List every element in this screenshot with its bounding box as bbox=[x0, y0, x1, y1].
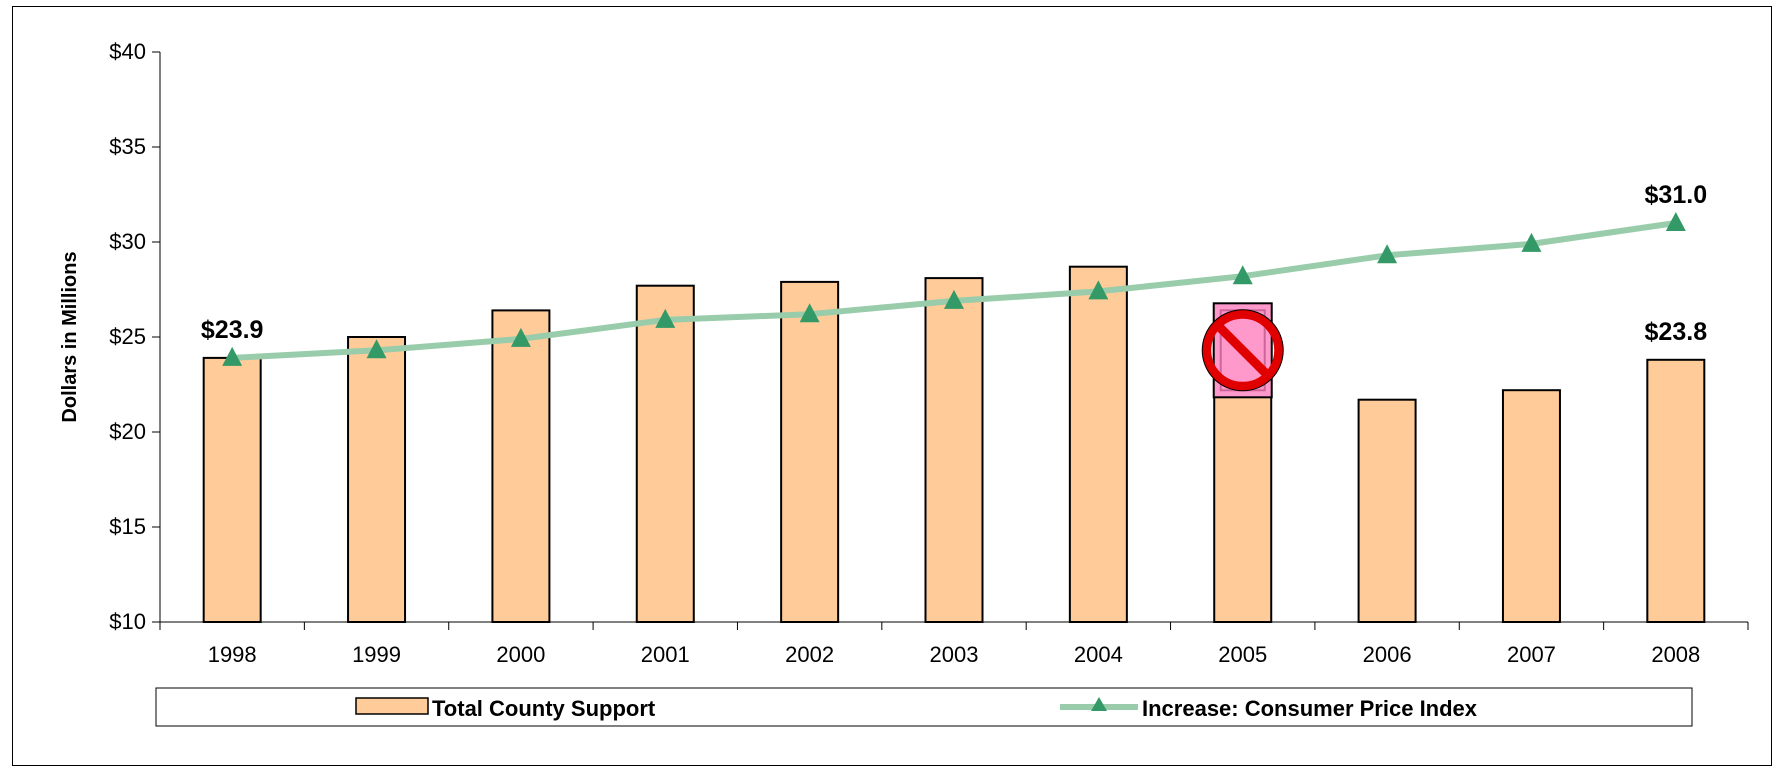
x-tick-label-1998: 1998 bbox=[208, 642, 257, 667]
x-tick-label-2006: 2006 bbox=[1363, 642, 1412, 667]
chart-frame bbox=[12, 6, 1772, 766]
x-tick-label-2007: 2007 bbox=[1507, 642, 1556, 667]
legend-label-total-county-support: Total County Support bbox=[432, 696, 656, 721]
no-symbol-ring bbox=[1202, 309, 1284, 391]
chart: $10 $15 $20 $25 $30 $35 $40 1998 1999 2000 2001 200… bbox=[59, 39, 1749, 727]
no-symbol-slash bbox=[1214, 322, 1271, 379]
y-tick-label: $15 bbox=[109, 514, 146, 539]
x-tick-label-2002: 2002 bbox=[785, 642, 834, 667]
y-axis-title: Dollars in Millions bbox=[59, 251, 81, 422]
legend: Total County Support Increase: Consumer … bbox=[155, 687, 1693, 727]
bar-2003 bbox=[924, 277, 984, 623]
x-tick-label-2004: 2004 bbox=[1074, 642, 1123, 667]
y-tick-label: $20 bbox=[109, 419, 146, 444]
x-tick-label-2008: 2008 bbox=[1651, 642, 1700, 667]
data-label-2008: $23.8 bbox=[1645, 318, 1708, 346]
cpi-marker-2001-triangle-icon bbox=[655, 308, 676, 328]
bar-2004 bbox=[1068, 265, 1128, 623]
bar-1999 bbox=[347, 336, 407, 623]
no-symbol-outline bbox=[1201, 309, 1284, 392]
bar-2001 bbox=[635, 284, 695, 623]
no-symbol-icon bbox=[1201, 302, 1284, 399]
cpi-marker-2005-triangle-icon bbox=[1232, 265, 1253, 285]
x-tick-label-2005: 2005 bbox=[1218, 642, 1267, 667]
legend-marker-triangle-icon bbox=[1091, 697, 1107, 711]
x-tick-label-2003: 2003 bbox=[930, 642, 979, 667]
cpi-marker-2008-triangle-icon bbox=[1665, 212, 1686, 231]
bar-2007 bbox=[1501, 389, 1561, 624]
x-tick-label-2000: 2000 bbox=[496, 642, 545, 667]
bar-2006 bbox=[1357, 398, 1417, 624]
bar-2008 bbox=[1646, 358, 1706, 623]
x-tick-label-1999: 1999 bbox=[352, 642, 401, 667]
data-label-2008: $31.0 bbox=[1645, 181, 1708, 209]
cpi-marker-2000-triangle-icon bbox=[510, 327, 531, 347]
cpi-marker-1999-triangle-icon bbox=[366, 339, 387, 359]
legend-label-cpi: Increase: Consumer Price Index bbox=[1142, 696, 1478, 721]
cpi-marker-2003-triangle-icon bbox=[944, 289, 964, 309]
data-label-1998: $23.9 bbox=[201, 316, 264, 344]
bar-1998 bbox=[202, 356, 262, 623]
cpi-marker-2006-triangle-icon bbox=[1377, 244, 1398, 264]
x-tick-label-2001: 2001 bbox=[641, 642, 690, 667]
y-tick-label: $30 bbox=[109, 229, 146, 254]
cpi-marker-2002-triangle-icon bbox=[799, 303, 820, 323]
y-tick-label: $10 bbox=[109, 609, 146, 634]
cpi-marker-1998-triangle-icon bbox=[222, 346, 243, 366]
cpi-marker-2007-triangle-icon bbox=[1521, 232, 1542, 252]
cpi-marker-2004-triangle-icon bbox=[1088, 280, 1109, 300]
bar-2000 bbox=[491, 309, 551, 623]
y-tick-label: $25 bbox=[109, 324, 146, 349]
bar-2002 bbox=[780, 280, 840, 623]
y-tick-label: $35 bbox=[109, 134, 146, 159]
legend-swatch-total-county-support bbox=[355, 697, 429, 715]
y-tick-label: $40 bbox=[109, 39, 146, 64]
